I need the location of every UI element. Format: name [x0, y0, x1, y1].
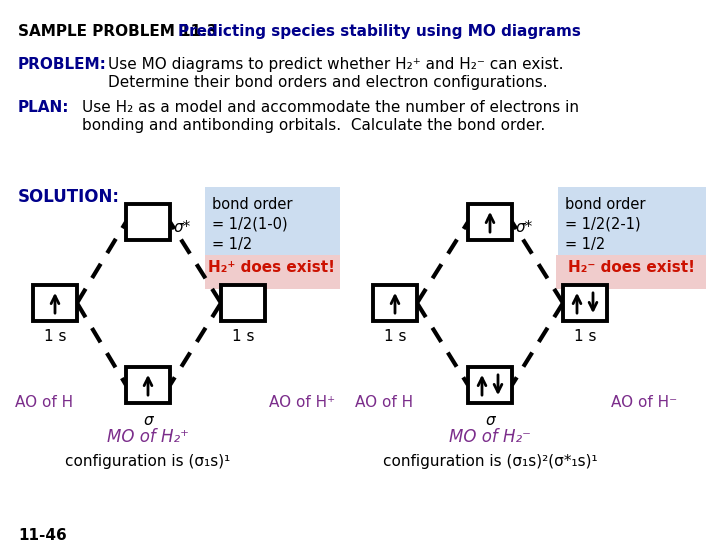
Bar	[126, 367, 170, 403]
Text: SOLUTION:: SOLUTION:	[18, 188, 120, 206]
Text: Use MO diagrams to predict whether H₂⁺ and H₂⁻ can exist.: Use MO diagrams to predict whether H₂⁺ a…	[108, 57, 564, 72]
Text: configuration is (σ₁s)²(σ*₁s)¹: configuration is (σ₁s)²(σ*₁s)¹	[383, 454, 598, 469]
Bar	[373, 285, 417, 321]
FancyBboxPatch shape	[558, 187, 706, 255]
Text: bonding and antibonding orbitals.  Calculate the bond order.: bonding and antibonding orbitals. Calcul…	[82, 118, 545, 133]
FancyBboxPatch shape	[205, 187, 340, 255]
Bar	[126, 204, 170, 240]
Text: bond order
= 1/2(1-0)
= 1/2: bond order = 1/2(1-0) = 1/2	[212, 197, 292, 252]
Text: 1 s: 1 s	[44, 329, 66, 344]
Text: SAMPLE PROBLEM 11.3: SAMPLE PROBLEM 11.3	[18, 24, 217, 39]
FancyBboxPatch shape	[556, 255, 706, 289]
Text: bond order
= 1/2(2-1)
= 1/2: bond order = 1/2(2-1) = 1/2	[565, 197, 646, 252]
Text: MO of H₂⁺: MO of H₂⁺	[107, 428, 189, 446]
Text: Use H₂ as a model and accommodate the number of electrons in: Use H₂ as a model and accommodate the nu…	[82, 100, 579, 115]
Text: AO of H: AO of H	[15, 395, 73, 410]
Bar	[563, 285, 607, 321]
Bar	[221, 285, 265, 321]
Text: H₂⁺ does exist!: H₂⁺ does exist!	[209, 260, 336, 275]
Text: σ*: σ*	[174, 220, 192, 235]
Text: 1 s: 1 s	[384, 329, 406, 344]
Text: σ: σ	[143, 413, 153, 428]
Text: H₂⁻ does exist!: H₂⁻ does exist!	[567, 260, 695, 275]
Text: AO of H⁻: AO of H⁻	[611, 395, 677, 410]
Bar	[33, 285, 77, 321]
Text: AO of H: AO of H	[355, 395, 413, 410]
Text: σ*: σ*	[516, 220, 534, 235]
Text: 11-46: 11-46	[18, 528, 67, 540]
Text: configuration is (σ₁s)¹: configuration is (σ₁s)¹	[66, 454, 230, 469]
Text: Predicting species stability using MO diagrams: Predicting species stability using MO di…	[178, 24, 581, 39]
Text: 1 s: 1 s	[574, 329, 596, 344]
FancyBboxPatch shape	[205, 255, 340, 289]
Bar	[468, 367, 512, 403]
Text: PLAN:: PLAN:	[18, 100, 70, 115]
Text: σ: σ	[485, 413, 495, 428]
Text: MO of H₂⁻: MO of H₂⁻	[449, 428, 531, 446]
Text: 1 s: 1 s	[232, 329, 254, 344]
Text: Determine their bond orders and electron configurations.: Determine their bond orders and electron…	[108, 75, 548, 90]
Text: AO of H⁺: AO of H⁺	[269, 395, 335, 410]
Bar	[468, 204, 512, 240]
Text: PROBLEM:: PROBLEM:	[18, 57, 107, 72]
